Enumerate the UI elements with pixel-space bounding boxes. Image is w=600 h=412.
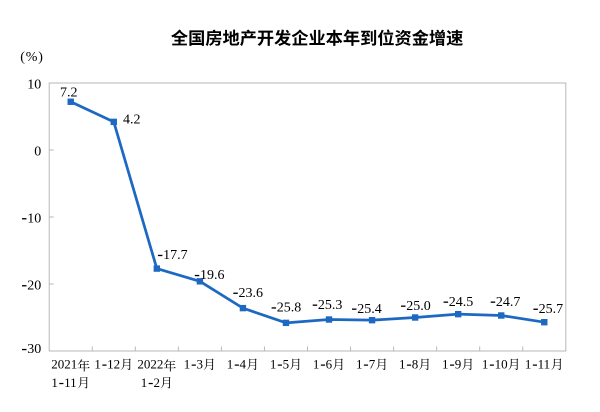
svg-text:0: 0 bbox=[34, 144, 41, 159]
svg-text:1: 1 bbox=[227, 357, 234, 372]
svg-text:1: 1 bbox=[525, 357, 532, 372]
svg-text:4.2: 4.2 bbox=[123, 112, 141, 127]
svg-text:24.7: 24.7 bbox=[496, 295, 521, 310]
svg-text:25.0: 25.0 bbox=[406, 299, 431, 314]
svg-text:1: 1 bbox=[399, 357, 406, 372]
svg-text:5: 5 bbox=[283, 357, 290, 372]
svg-text:1: 1 bbox=[51, 375, 58, 390]
svg-text:10: 10 bbox=[27, 77, 41, 92]
svg-text:17.7: 17.7 bbox=[163, 248, 188, 263]
svg-text:1: 1 bbox=[184, 357, 191, 372]
svg-text:10: 10 bbox=[27, 211, 41, 226]
svg-text:12: 12 bbox=[107, 357, 120, 372]
svg-text:1: 1 bbox=[313, 357, 320, 372]
svg-text:1: 1 bbox=[141, 375, 148, 390]
svg-text:11: 11 bbox=[538, 357, 551, 372]
svg-text:23.6: 23.6 bbox=[239, 286, 264, 301]
svg-text:25.3: 25.3 bbox=[318, 298, 343, 313]
svg-text:6: 6 bbox=[326, 357, 333, 372]
svg-text:7: 7 bbox=[369, 357, 376, 372]
svg-text:(%): (%) bbox=[20, 50, 44, 65]
svg-text:10: 10 bbox=[495, 357, 508, 372]
svg-text:1: 1 bbox=[356, 357, 363, 372]
svg-text:4: 4 bbox=[240, 357, 247, 372]
svg-text:3: 3 bbox=[196, 357, 203, 372]
svg-text:19.6: 19.6 bbox=[200, 268, 225, 283]
svg-text:24.5: 24.5 bbox=[449, 295, 474, 310]
svg-text:9: 9 bbox=[455, 357, 462, 372]
svg-text:1: 1 bbox=[270, 357, 277, 372]
svg-text:11: 11 bbox=[64, 375, 77, 390]
svg-text:2: 2 bbox=[153, 375, 160, 390]
svg-text:1: 1 bbox=[94, 357, 101, 372]
svg-text:25.4: 25.4 bbox=[357, 302, 382, 317]
svg-text:30: 30 bbox=[27, 342, 41, 357]
svg-text:7.2: 7.2 bbox=[60, 86, 78, 101]
svg-text:2022: 2022 bbox=[137, 357, 163, 372]
svg-text:25.7: 25.7 bbox=[539, 302, 564, 317]
svg-text:25.8: 25.8 bbox=[277, 301, 302, 316]
svg-text:20: 20 bbox=[27, 278, 41, 293]
svg-text:2021: 2021 bbox=[51, 357, 77, 372]
svg-text:8: 8 bbox=[412, 357, 419, 372]
svg-text:1: 1 bbox=[482, 357, 489, 372]
svg-text:1: 1 bbox=[442, 357, 449, 372]
